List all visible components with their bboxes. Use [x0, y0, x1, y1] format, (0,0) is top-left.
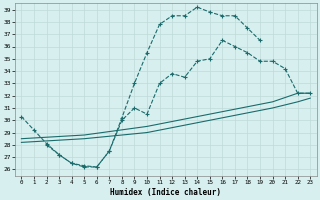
- X-axis label: Humidex (Indice chaleur): Humidex (Indice chaleur): [110, 188, 221, 197]
